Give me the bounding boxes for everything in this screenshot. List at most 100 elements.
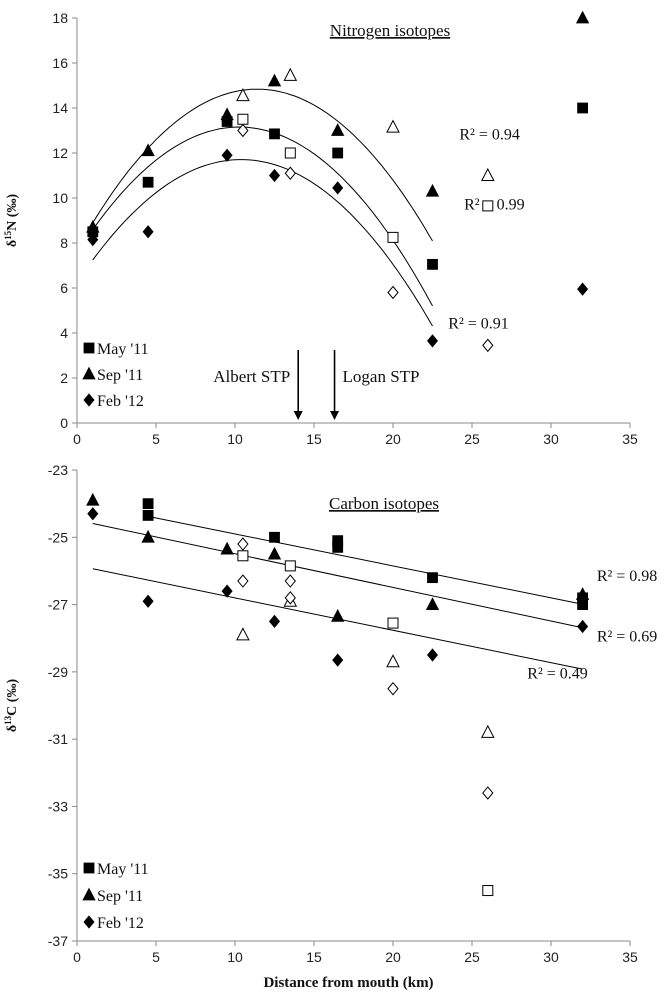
y-tick-label: 2 <box>60 370 68 386</box>
data-point <box>575 10 590 24</box>
r-squared-label: R² = 0.69 <box>597 629 658 646</box>
trendline <box>92 159 433 327</box>
data-point <box>268 168 281 183</box>
y-tick-label: 4 <box>60 325 68 341</box>
arrow-head <box>330 411 340 420</box>
x-tick-label: 30 <box>543 431 559 447</box>
y-tick-label: 6 <box>60 280 68 296</box>
data-point <box>236 627 250 641</box>
carbon-chart: -37 -35 -33 -31 -29 -27 -25 -23 0 5 10 15 20 25 30 35 R²… <box>3 462 657 991</box>
y-tick-label: -23 <box>48 462 68 478</box>
data-point <box>221 148 233 162</box>
data-point <box>387 285 399 300</box>
legend-label: May '11 <box>97 861 149 878</box>
data-point <box>577 102 588 114</box>
data-point <box>142 510 154 521</box>
data-point <box>425 183 440 197</box>
legend-label: Feb '12 <box>97 915 144 932</box>
data-point <box>332 147 344 159</box>
data-point <box>480 167 495 181</box>
data-point <box>482 885 494 897</box>
data-point <box>142 498 154 510</box>
x-tick-label: 10 <box>227 431 243 447</box>
data-point <box>284 147 296 159</box>
data-point <box>482 338 494 353</box>
y-tick-label: -37 <box>48 933 68 949</box>
data-point <box>284 591 296 605</box>
y-tick-label: 8 <box>60 235 68 251</box>
data-point <box>284 166 296 181</box>
legend-label: Feb '12 <box>97 393 144 410</box>
y-tick-label: -33 <box>48 798 68 814</box>
y-tick-label: 16 <box>52 55 68 71</box>
y-tick-label: -25 <box>48 529 68 545</box>
data-point <box>142 225 154 239</box>
r-squared-label: R² = 0.98 <box>597 568 658 585</box>
y-tick-label: 14 <box>52 100 68 116</box>
legend-label: Sep '11 <box>97 367 143 384</box>
data-point <box>283 67 298 81</box>
data-point <box>86 219 100 233</box>
data-point <box>236 88 250 102</box>
x-tick-label: 0 <box>73 949 81 965</box>
x-tick-label: 15 <box>306 949 322 965</box>
data-point <box>426 648 439 662</box>
legend-label: May '11 <box>97 341 149 358</box>
trendline <box>92 88 433 242</box>
trendline <box>148 515 583 605</box>
data-point <box>220 107 234 121</box>
x-axis-label: Distance from mouth (km) <box>263 975 433 991</box>
data-point <box>332 653 344 667</box>
x-tick-label: 35 <box>622 431 638 447</box>
data-point <box>427 572 438 584</box>
data-point <box>237 574 249 588</box>
data-point <box>575 587 590 600</box>
legend-marker <box>83 862 95 874</box>
data-point <box>267 546 282 560</box>
legend-marker <box>82 887 96 901</box>
data-point <box>386 654 400 668</box>
r-squared-label: R² = 0.99 <box>464 196 524 213</box>
y-tick-label: 0 <box>60 415 68 431</box>
x-tick-label: 5 <box>152 949 160 965</box>
x-tick-label: 5 <box>152 431 160 447</box>
data-point <box>86 492 100 506</box>
data-point <box>220 541 234 555</box>
data-point <box>387 231 399 243</box>
data-point <box>331 608 345 622</box>
data-point <box>237 123 249 138</box>
x-tick-label: 25 <box>464 949 480 965</box>
y-tick-label: -31 <box>48 731 68 747</box>
legend-marker <box>83 915 95 929</box>
legend-marker <box>83 342 95 354</box>
y-tick-label: -27 <box>48 597 68 613</box>
x-tick-label: 0 <box>73 431 81 447</box>
legend-marker <box>83 393 95 407</box>
data-point <box>387 681 399 696</box>
data-point <box>577 619 589 634</box>
chart-title: Nitrogen isotopes <box>330 21 450 40</box>
data-point <box>268 614 281 629</box>
r-squared-label: R² = 0.94 <box>459 127 520 144</box>
y-tick-label: -29 <box>48 664 68 680</box>
data-point <box>387 617 399 629</box>
data-point <box>284 560 296 572</box>
data-point <box>221 584 233 598</box>
data-point <box>332 541 344 553</box>
data-point <box>284 574 296 588</box>
legend-marker <box>82 366 96 380</box>
r-squared-label: R² = 0.49 <box>527 666 588 683</box>
y-tick-label: 18 <box>52 10 68 26</box>
data-point <box>237 537 249 551</box>
x-tick-label: 20 <box>385 949 401 965</box>
x-tick-label: 35 <box>622 949 638 965</box>
data-point <box>332 181 344 195</box>
data-point <box>480 724 495 738</box>
data-point <box>269 128 280 140</box>
data-point <box>386 119 400 133</box>
data-point <box>482 200 494 212</box>
x-tick-label: 30 <box>543 949 559 965</box>
y-axis-label: δ13C (‰) <box>3 679 20 733</box>
nitrogen-chart: 0 2 4 6 8 10 12 14 16 18 0 5 10 15 20 25 30 35 R² = 0.94 R²… <box>3 10 638 447</box>
